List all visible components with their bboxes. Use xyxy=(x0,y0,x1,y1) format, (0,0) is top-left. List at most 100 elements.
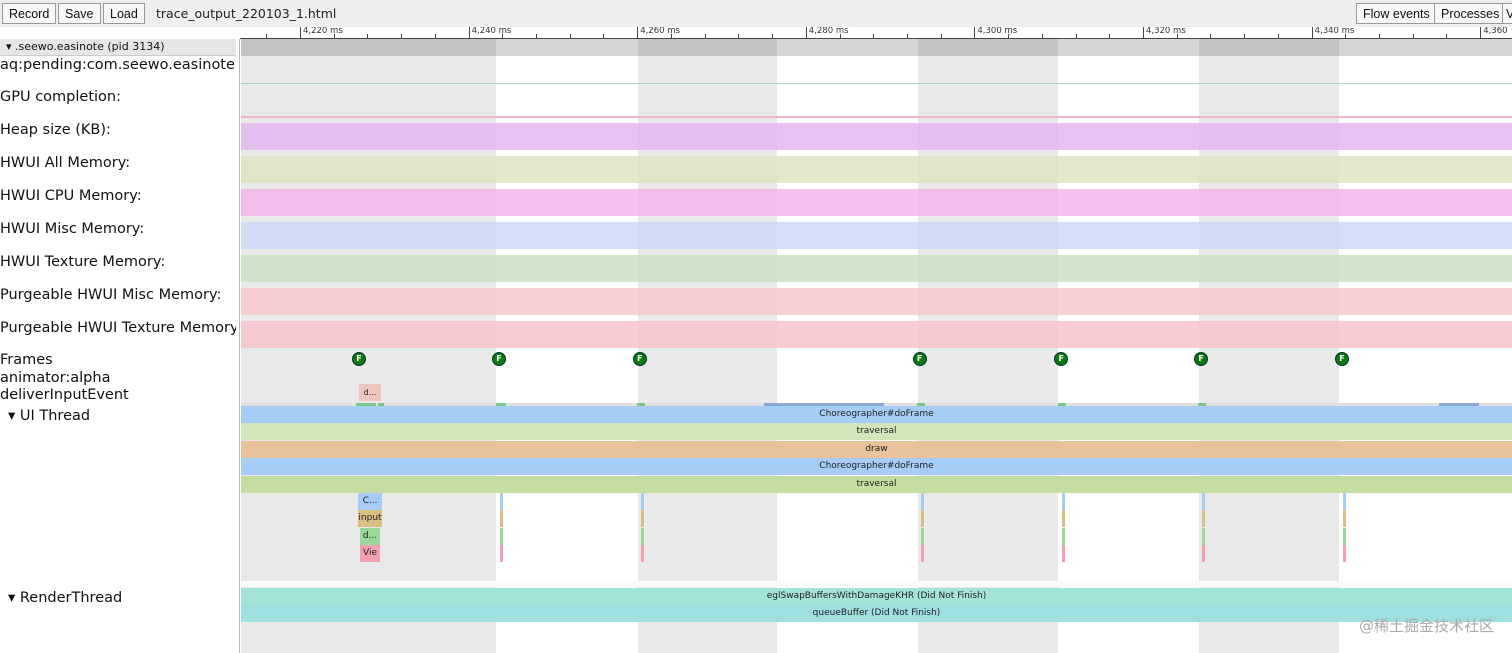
ui-thread-thin-slice[interactable] xyxy=(1202,527,1206,545)
frame-marker-icon[interactable]: F xyxy=(352,352,366,366)
ui-thread-thin-slice[interactable] xyxy=(499,493,503,510)
frame-marker-icon[interactable]: F xyxy=(912,352,927,366)
ui-thread-thin-slice[interactable] xyxy=(640,545,644,563)
ui-thread-small-slice[interactable]: Vie xyxy=(360,545,380,563)
ruler-tick xyxy=(1109,34,1111,38)
thread-state-segment xyxy=(1439,403,1479,406)
deliver-input-slice[interactable]: d... xyxy=(359,384,381,401)
animator-label: animator:alpha xyxy=(0,370,111,386)
ui-thread-slice[interactable]: traversal xyxy=(241,475,1512,493)
ui-thread-thin-slice[interactable] xyxy=(1062,545,1066,563)
ui-thread-thin-slice[interactable] xyxy=(640,510,644,528)
ui-thread-slice[interactable]: Choreographer#doFrame xyxy=(241,406,1512,423)
ruler-tick xyxy=(1210,34,1212,38)
counter-track-bar xyxy=(241,255,1512,282)
ruler-tick xyxy=(300,27,301,38)
ui-thread-thin-slice[interactable] xyxy=(499,510,503,528)
ui-thread-slice[interactable]: Choreographer#doFrame xyxy=(241,458,1512,476)
process-header[interactable]: ▾ .seewo.easinote (pid 3134) xyxy=(0,39,236,56)
ui-thread-thin-slice[interactable] xyxy=(640,493,644,510)
ruler-tick xyxy=(1412,34,1414,38)
ui-thread-small-slice[interactable]: input xyxy=(358,510,382,528)
time-ruler[interactable]: 4,220 ms 4,240 ms 4,260 ms 4,280 ms 4,300 ms… xyxy=(240,27,1512,39)
ruler-tick xyxy=(434,34,436,38)
ruler-tick xyxy=(1075,34,1077,38)
ui-thread-thin-slice[interactable] xyxy=(1342,493,1346,510)
ruler-tick xyxy=(536,34,538,38)
ruler-tick xyxy=(1244,34,1246,38)
record-button[interactable]: Record xyxy=(2,3,57,24)
track-label: HWUI Texture Memory: xyxy=(0,254,166,270)
ruler-tick xyxy=(1446,34,1448,38)
track-label: Heap size (KB): xyxy=(0,122,111,138)
thread-state-segment xyxy=(637,403,645,406)
ui-thread-label[interactable]: ▾ UI Thread xyxy=(8,408,91,424)
ruler-tick xyxy=(704,34,706,38)
ruler-tick-label: 4,320 ms xyxy=(1146,27,1186,36)
track-label: Purgeable HWUI Misc Memory: xyxy=(0,287,222,303)
counter-track-bar xyxy=(241,288,1512,315)
frame-marker-icon[interactable]: F xyxy=(1194,352,1209,366)
ui-thread-thin-slice[interactable] xyxy=(1202,510,1206,528)
ui-thread-thin-slice[interactable] xyxy=(920,510,924,528)
thread-state-segment xyxy=(917,403,925,406)
ruler-tick xyxy=(367,34,369,38)
frame-marker-icon[interactable]: F xyxy=(491,352,506,366)
thread-state-segment xyxy=(1058,403,1066,406)
aq-pending-line xyxy=(241,83,1512,84)
ui-thread-thin-slice[interactable] xyxy=(499,545,503,563)
save-button[interactable]: Save xyxy=(58,3,101,24)
load-button[interactable]: Load xyxy=(103,3,145,24)
render-thread-divider xyxy=(241,581,1512,587)
ui-thread-thin-slice[interactable] xyxy=(640,527,644,545)
ui-thread-slice[interactable]: draw xyxy=(241,440,1512,458)
ui-thread-thin-slice[interactable] xyxy=(1062,493,1066,510)
ui-thread-thin-slice[interactable] xyxy=(1202,545,1206,563)
ruler-tick xyxy=(468,27,470,38)
ui-thread-thin-slice[interactable] xyxy=(920,493,924,510)
track-labels: ▾ .seewo.easinote (pid 3134) aq:pending:c… xyxy=(0,39,240,653)
deliver-input-label: deliverInputEvent xyxy=(0,387,129,403)
ui-thread-thin-slice[interactable] xyxy=(1342,527,1346,545)
ruler-tick xyxy=(1345,34,1347,38)
view-options-button[interactable]: V xyxy=(1502,3,1512,24)
ui-thread-small-slice[interactable]: C... xyxy=(358,493,382,510)
watermark: @稀土掘金技术社区 xyxy=(1358,617,1494,635)
ruler-tick xyxy=(1008,34,1010,38)
processes-button[interactable]: Processes xyxy=(1434,3,1507,24)
thread-state-segment xyxy=(378,403,384,406)
ui-thread-thin-slice[interactable] xyxy=(1202,493,1206,510)
ruler-tick-label: 4,220 ms xyxy=(303,27,343,36)
ruler-tick xyxy=(670,34,672,38)
track-label: Purgeable HWUI Texture Memory: xyxy=(0,320,236,336)
ruler-tick xyxy=(738,34,740,38)
thread-state-segment xyxy=(764,403,884,406)
ui-thread-thin-slice[interactable] xyxy=(920,545,924,563)
ruler-tick-label: 4,360 ms xyxy=(1483,27,1508,38)
toolbar: Record Save Load trace_output_220103_1.h… xyxy=(0,0,1512,27)
ruler-tick xyxy=(1379,34,1381,38)
ruler-tick xyxy=(333,34,335,38)
ui-thread-slice[interactable]: traversal xyxy=(241,423,1512,441)
render-thread-label[interactable]: ▾ RenderThread xyxy=(8,590,123,606)
track-label: aq:pending:com.seewo.easinote xyxy=(0,57,235,73)
frame-marker-icon[interactable]: F xyxy=(1054,352,1069,366)
ui-thread-thin-slice[interactable] xyxy=(1062,527,1066,545)
render-thread-slice[interactable]: queueBuffer (Did Not Finish) xyxy=(241,605,1512,622)
frame-marker-icon[interactable]: F xyxy=(632,352,647,366)
ui-thread-thin-slice[interactable] xyxy=(1062,510,1066,528)
thread-state-segment xyxy=(356,403,376,406)
ui-thread-thin-slice[interactable] xyxy=(499,527,503,545)
ruler-tick-label: 4,280 ms xyxy=(808,27,849,36)
flow-events-button[interactable]: Flow events xyxy=(1356,3,1437,24)
ruler-tick-label: 4,260 ms xyxy=(640,27,680,36)
track-label: GPU completion: xyxy=(0,89,121,105)
frame-marker-icon[interactable]: F xyxy=(1334,352,1349,366)
ui-thread-thin-slice[interactable] xyxy=(1342,545,1346,563)
thread-state-segment xyxy=(496,403,506,406)
ui-thread-thin-slice[interactable] xyxy=(920,527,924,545)
ui-thread-thin-slice[interactable] xyxy=(1342,510,1346,528)
ui-thread-small-slice[interactable]: d... xyxy=(360,527,380,545)
render-thread-slice[interactable]: eglSwapBuffersWithDamageKHR (Did Not Fin… xyxy=(241,588,1512,605)
